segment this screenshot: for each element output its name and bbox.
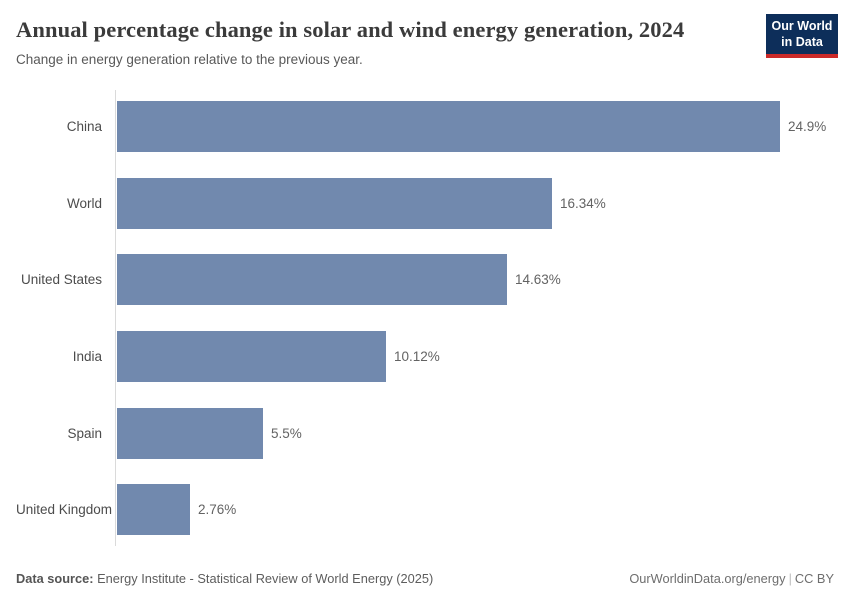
bar-area: 10.12% [109,330,834,382]
footer-divider: | [788,571,792,586]
bar[interactable] [117,177,552,229]
data-source-text: Energy Institute - Statistical Review of… [93,571,434,586]
bar[interactable] [117,484,190,536]
category-label: World [66,195,102,211]
category-label: United States [20,272,102,288]
bar[interactable] [117,407,263,459]
footer-links: OurWorldinData.org/energy | CC BY [629,571,834,586]
bar-area: 14.63% [109,254,834,306]
category-label: United Kingdom [16,502,113,518]
bar-area: 16.34% [109,177,834,229]
value-label: 24.9% [788,118,827,134]
value-label: 16.34% [560,195,606,211]
owid-logo[interactable]: Our World in Data [766,14,838,59]
bar-row: China 24.9% [16,88,834,165]
bar-area: 24.9% [109,100,834,152]
bar[interactable] [117,254,507,306]
owid-logo-line2: in Data [781,34,823,49]
bar-area: 5.5% [109,407,834,459]
category-label: Spain [67,425,102,441]
bar[interactable] [117,330,386,382]
bar-chart-rows: China 24.9% World 16.34% United States 14.63%… [16,88,834,548]
value-label: 2.76% [198,502,237,518]
owid-logo-line1: Our World [771,19,833,33]
chart-footer: Data source: Energy Institute - Statisti… [16,571,834,586]
chart-title: Annual percentage change in solar and wi… [16,17,685,42]
license-label: CC BY [794,571,834,586]
chart-header: Annual percentage change in solar and wi… [16,14,838,67]
value-label: 10.12% [394,348,440,364]
value-label: 14.63% [515,272,561,288]
chart-subtitle: Change in energy generation relative to … [16,52,363,67]
bar-row: United Kingdom 2.76% [16,471,834,548]
bar-row: India 10.12% [16,318,834,395]
bar-row: World 16.34% [16,165,834,242]
bar-row: Spain 5.5% [16,395,834,472]
bar-area: 2.76% [109,484,834,536]
bar-chart: China 24.9% World 16.34% United States 14.63%… [16,88,834,548]
category-label: China [66,118,102,134]
data-source: Data source: Energy Institute - Statisti… [16,571,433,586]
y-axis-line [115,90,116,546]
bar-row: United States 14.63% [16,241,834,318]
title-block: Annual percentage change in solar and wi… [16,14,696,67]
owid-url-link[interactable]: OurWorldinData.org/energy [629,571,786,586]
value-label: 5.5% [271,425,302,441]
data-source-label: Data source: [16,571,94,586]
category-label: India [72,348,102,364]
bar[interactable] [117,100,780,152]
